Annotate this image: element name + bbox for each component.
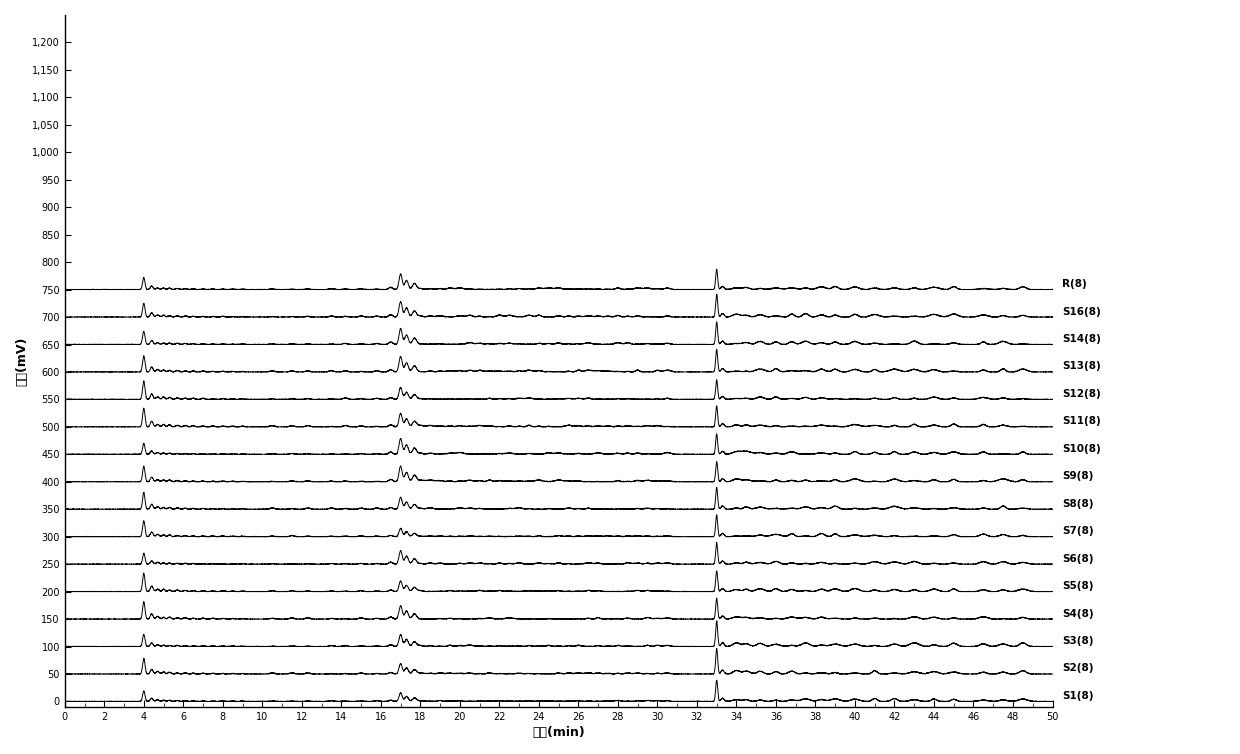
- Text: S3(8): S3(8): [1063, 636, 1094, 646]
- Text: S1(8): S1(8): [1063, 691, 1094, 701]
- Text: S6(8): S6(8): [1063, 553, 1094, 564]
- X-axis label: 时间(min): 时间(min): [532, 726, 585, 739]
- Text: S7(8): S7(8): [1063, 526, 1094, 536]
- Text: S13(8): S13(8): [1063, 361, 1101, 372]
- Text: S16(8): S16(8): [1063, 307, 1101, 317]
- Text: S12(8): S12(8): [1063, 389, 1101, 399]
- Text: S2(8): S2(8): [1063, 664, 1094, 673]
- Text: S4(8): S4(8): [1063, 608, 1094, 618]
- Y-axis label: 强度(mV): 强度(mV): [15, 336, 29, 386]
- Text: R(8): R(8): [1063, 279, 1087, 289]
- Text: S8(8): S8(8): [1063, 498, 1094, 509]
- Text: S10(8): S10(8): [1063, 444, 1101, 454]
- Text: S14(8): S14(8): [1063, 334, 1101, 344]
- Text: S9(8): S9(8): [1063, 471, 1094, 481]
- Text: S11(8): S11(8): [1063, 416, 1101, 426]
- Text: S5(8): S5(8): [1063, 581, 1094, 591]
